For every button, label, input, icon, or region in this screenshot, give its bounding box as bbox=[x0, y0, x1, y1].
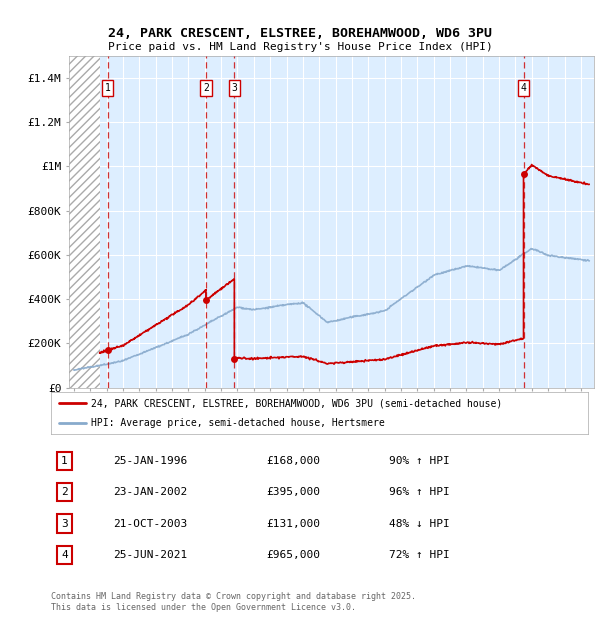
Text: 3: 3 bbox=[232, 83, 237, 93]
Text: 90% ↑ HPI: 90% ↑ HPI bbox=[389, 456, 450, 466]
Text: 25-JAN-1996: 25-JAN-1996 bbox=[113, 456, 187, 466]
Text: 21-OCT-2003: 21-OCT-2003 bbox=[113, 518, 187, 528]
Text: 24, PARK CRESCENT, ELSTREE, BOREHAMWOOD, WD6 3PU: 24, PARK CRESCENT, ELSTREE, BOREHAMWOOD,… bbox=[108, 27, 492, 40]
Text: 96% ↑ HPI: 96% ↑ HPI bbox=[389, 487, 450, 497]
Text: 1: 1 bbox=[105, 83, 110, 93]
Text: 25-JUN-2021: 25-JUN-2021 bbox=[113, 550, 187, 560]
Text: Price paid vs. HM Land Registry's House Price Index (HPI): Price paid vs. HM Land Registry's House … bbox=[107, 42, 493, 52]
Text: Contains HM Land Registry data © Crown copyright and database right 2025.: Contains HM Land Registry data © Crown c… bbox=[51, 592, 416, 601]
Text: 4: 4 bbox=[521, 83, 526, 93]
Text: £395,000: £395,000 bbox=[266, 487, 320, 497]
Text: £965,000: £965,000 bbox=[266, 550, 320, 560]
Text: 2: 2 bbox=[61, 487, 68, 497]
Text: £168,000: £168,000 bbox=[266, 456, 320, 466]
Text: 23-JAN-2002: 23-JAN-2002 bbox=[113, 487, 187, 497]
Text: 48% ↓ HPI: 48% ↓ HPI bbox=[389, 518, 450, 528]
Bar bbox=[69, 56, 100, 388]
Text: This data is licensed under the Open Government Licence v3.0.: This data is licensed under the Open Gov… bbox=[51, 603, 356, 612]
Text: 2: 2 bbox=[203, 83, 209, 93]
Text: 72% ↑ HPI: 72% ↑ HPI bbox=[389, 550, 450, 560]
Text: 3: 3 bbox=[61, 518, 68, 528]
Text: £131,000: £131,000 bbox=[266, 518, 320, 528]
Text: 4: 4 bbox=[61, 550, 68, 560]
Text: HPI: Average price, semi-detached house, Hertsmere: HPI: Average price, semi-detached house,… bbox=[91, 418, 385, 428]
Text: 1: 1 bbox=[61, 456, 68, 466]
Text: 24, PARK CRESCENT, ELSTREE, BOREHAMWOOD, WD6 3PU (semi-detached house): 24, PARK CRESCENT, ELSTREE, BOREHAMWOOD,… bbox=[91, 398, 503, 408]
